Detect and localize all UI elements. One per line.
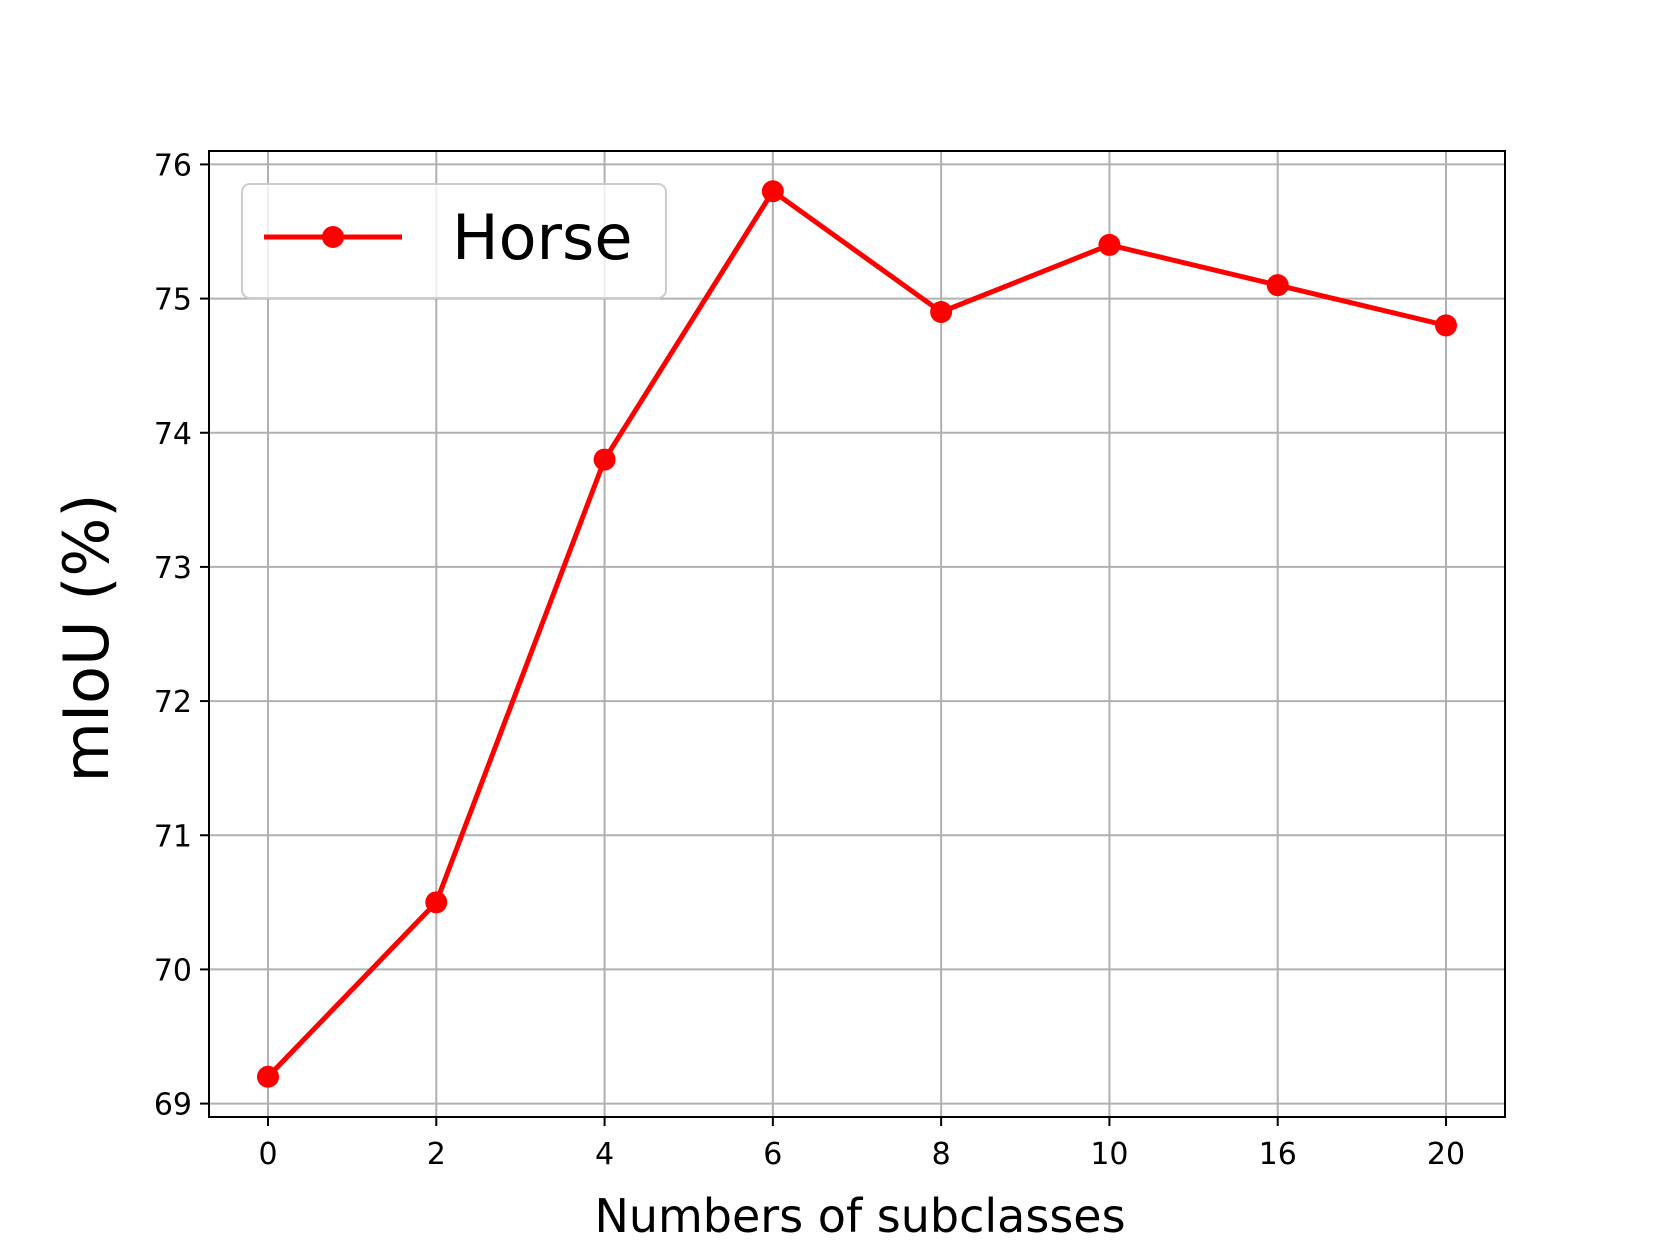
y-tick-label-75: 75 <box>154 283 192 318</box>
series-layer <box>257 180 1457 1088</box>
data-point-horse-6 <box>761 180 784 203</box>
legend: Horse <box>241 183 667 299</box>
data-point-horse-8 <box>930 301 953 323</box>
x-axis-label: Numbers of subclasses <box>594 1189 1125 1243</box>
y-tick-label-69: 69 <box>154 1088 192 1123</box>
legend-marker-swatch <box>322 226 344 248</box>
axis-ticks: 0 2 4 6 8 10 16 20 69 70 71 72 73 74 75 76 <box>154 148 1465 1172</box>
y-tick-label-73: 73 <box>154 551 192 586</box>
x-tick-label-10: 10 <box>1090 1137 1128 1172</box>
y-axis-label: mIoU (%) <box>50 494 123 783</box>
y-tick-label-71: 71 <box>154 819 192 854</box>
y-tick-label-70: 70 <box>154 953 192 988</box>
x-tick-label-20: 20 <box>1427 1137 1465 1172</box>
x-tick-label-8: 8 <box>932 1137 951 1172</box>
x-tick-label-4: 4 <box>595 1137 614 1172</box>
plot-frame <box>208 150 1506 1118</box>
x-tick-label-16: 16 <box>1259 1137 1297 1172</box>
grid-lines <box>209 151 1505 1117</box>
y-tick-label-74: 74 <box>154 417 192 452</box>
x-tick-label-0: 0 <box>258 1137 277 1172</box>
data-point-horse-10 <box>1098 233 1121 256</box>
data-point-horse-0 <box>257 1065 279 1088</box>
x-tick-label-2: 2 <box>427 1137 446 1172</box>
data-point-horse-2 <box>425 891 448 914</box>
y-tick-label-76: 76 <box>154 148 192 183</box>
legend-label-horse: Horse <box>452 201 633 274</box>
series-line-horse <box>266 188 1447 1079</box>
data-point-horse-4 <box>593 448 616 471</box>
data-point-horse-20 <box>1435 314 1457 337</box>
data-point-horse-16 <box>1266 274 1289 297</box>
x-tick-label-6: 6 <box>763 1137 782 1172</box>
legend-box <box>241 183 667 299</box>
y-tick-label-72: 72 <box>154 685 192 720</box>
